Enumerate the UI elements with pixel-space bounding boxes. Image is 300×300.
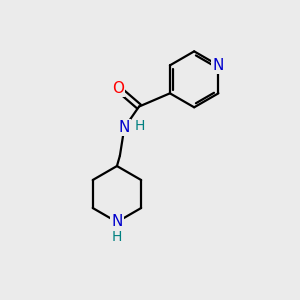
- Text: N: N: [118, 120, 130, 135]
- Text: H: H: [134, 119, 145, 133]
- Text: N: N: [111, 214, 123, 230]
- Text: N: N: [213, 58, 224, 73]
- Text: O: O: [112, 81, 124, 96]
- Text: H: H: [112, 230, 122, 244]
